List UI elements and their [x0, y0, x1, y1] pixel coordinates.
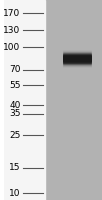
Text: 40: 40 — [9, 101, 21, 110]
Bar — [45, 0, 102, 200]
Text: 130: 130 — [3, 26, 21, 35]
Bar — [4, 0, 45, 200]
Text: 15: 15 — [9, 163, 21, 172]
Text: 35: 35 — [9, 109, 21, 118]
Text: 55: 55 — [9, 81, 21, 90]
Text: 100: 100 — [3, 43, 21, 52]
Text: 25: 25 — [9, 131, 21, 140]
Text: 70: 70 — [9, 65, 21, 74]
Text: 170: 170 — [3, 9, 21, 18]
Text: 10: 10 — [9, 189, 21, 198]
